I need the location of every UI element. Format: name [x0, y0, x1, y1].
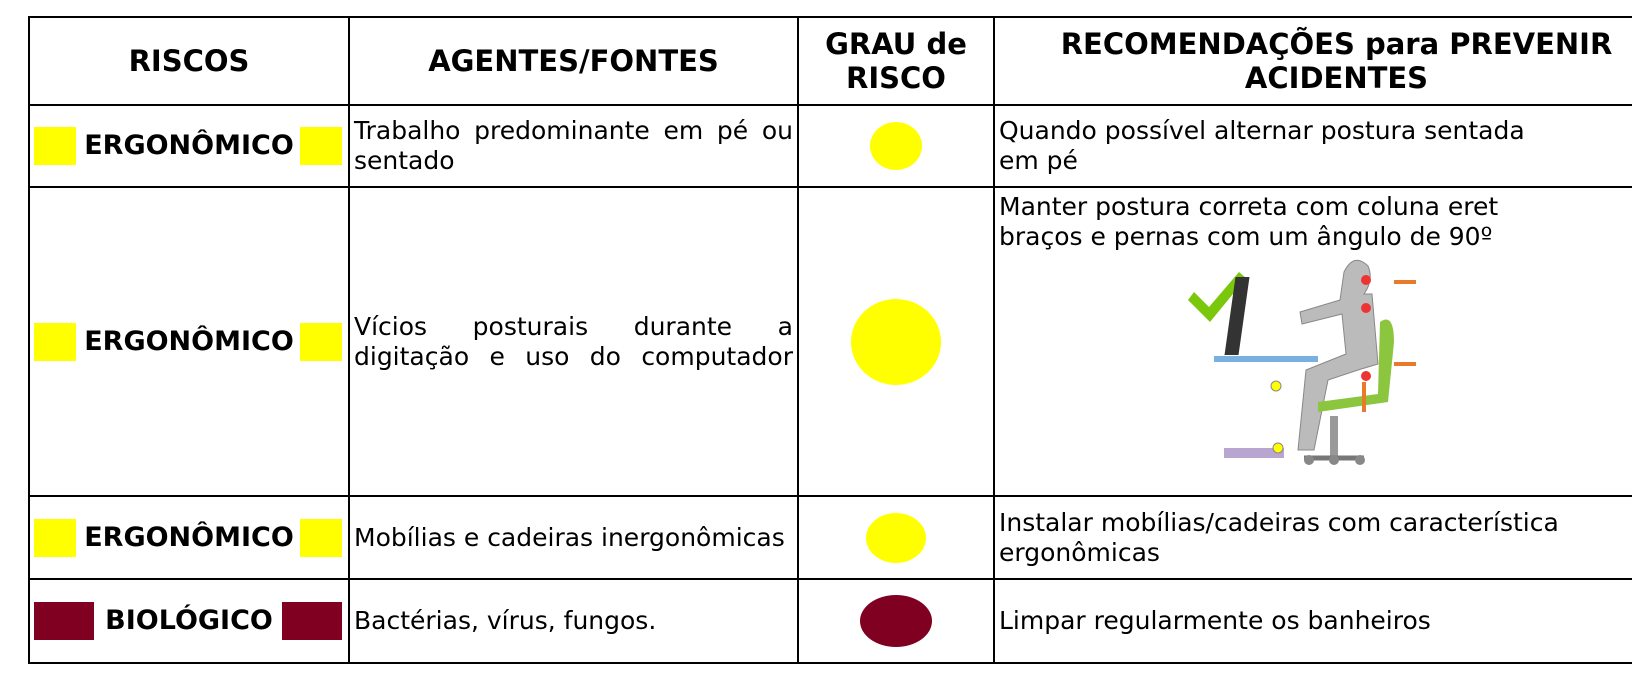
- grade-cell: [797, 578, 995, 664]
- risk-cell: ERGONÔMICO: [28, 104, 350, 188]
- table-wrap: RISCOS AGENTES/FONTES GRAU de RISCO RECO…: [28, 16, 1632, 674]
- posture-illustration: [1188, 259, 1416, 465]
- risk-cell: ERGONÔMICO: [28, 495, 350, 580]
- agent-cell: Mobílias e cadeiras inergonômicas: [348, 495, 799, 580]
- risk-cell: BIOLÓGICO: [28, 578, 350, 664]
- grade-cell: [797, 186, 995, 497]
- rec-line: braços e pernas com um ângulo de 90º: [999, 222, 1493, 251]
- risk-dot: [866, 512, 926, 563]
- risk-dot: [851, 298, 941, 385]
- header-cell: RECOMENDAÇÕES para PREVENIR ACIDENTES: [993, 16, 1632, 106]
- risk-label: ERGONÔMICO: [82, 521, 296, 553]
- agent-cell: Vícios posturais durante a digitação e u…: [348, 186, 799, 497]
- rec-line: ergonômicas: [999, 537, 1160, 567]
- agent-cell: Trabalho predominante em pé ou sentado: [348, 104, 799, 188]
- agent-cell: Bactérias, vírus, fungos.: [348, 578, 799, 664]
- risk-dot: [860, 595, 932, 647]
- row: ERGONÔMICO Mobílias e cadeiras inergonôm…: [28, 495, 1632, 580]
- rec-cell: Limpar regularmente os banheiros: [993, 578, 1632, 664]
- header-row: RISCOS AGENTES/FONTES GRAU de RISCO RECO…: [28, 16, 1632, 106]
- risk-dot: [870, 122, 922, 170]
- risk-label: ERGONÔMICO: [82, 130, 296, 161]
- risk-cell: ERGONÔMICO: [28, 186, 350, 497]
- risk-label: ERGONÔMICO: [82, 325, 296, 357]
- grade-cell: [797, 495, 995, 580]
- rec-line: em pé: [999, 146, 1078, 175]
- risk-table: RISCOS AGENTES/FONTES GRAU de RISCO RECO…: [28, 16, 1632, 664]
- rec-cell: Quando possível alternar postura sentada…: [993, 104, 1632, 188]
- rec-line: Manter postura correta com coluna eret: [999, 192, 1499, 221]
- rec-line: Quando possível alternar postura sentada: [999, 116, 1525, 145]
- row: ERGONÔMICO Trabalho predominante em pé o…: [28, 104, 1632, 188]
- risk-label: BIOLÓGICO: [103, 605, 275, 636]
- rec-line: Limpar regularmente os banheiros: [999, 606, 1431, 635]
- header-cell: RISCOS: [28, 16, 350, 106]
- header-cell: GRAU de RISCO: [797, 16, 995, 106]
- row: BIOLÓGICO Bactérias, vírus, fungos. Limp…: [28, 578, 1632, 664]
- rec-line: Instalar mobílias/cadeiras com caracterí…: [999, 507, 1559, 537]
- row: ERGONÔMICO Vícios posturais durante a di…: [28, 186, 1632, 497]
- rec-cell: Manter postura correta com coluna eret b…: [993, 186, 1632, 497]
- rec-cell: Instalar mobílias/cadeiras com caracterí…: [993, 495, 1632, 580]
- grade-cell: [797, 104, 995, 188]
- header-cell: AGENTES/FONTES: [348, 16, 799, 106]
